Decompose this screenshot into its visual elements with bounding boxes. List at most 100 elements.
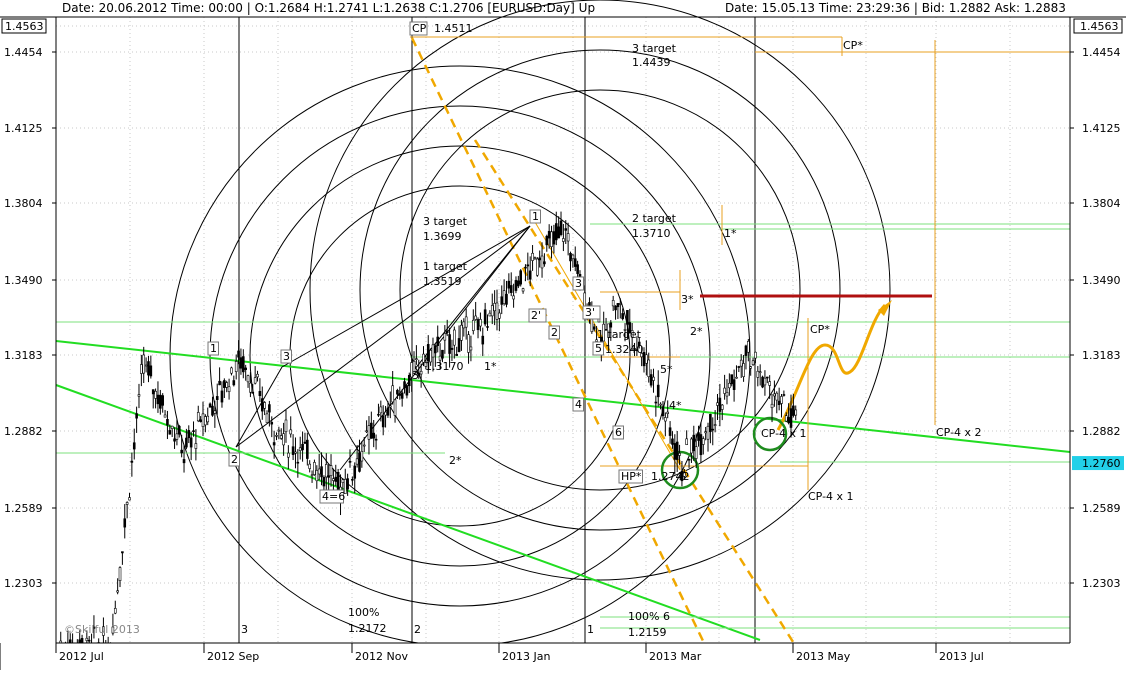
candle-body [604, 329, 608, 331]
candle-body [770, 403, 774, 409]
candle-body [315, 470, 319, 482]
candle-body [661, 406, 665, 417]
candle-body [320, 466, 323, 478]
candle-body [180, 449, 183, 454]
candle-body [192, 430, 195, 432]
candle-body [322, 476, 326, 487]
candle-body [434, 345, 437, 354]
candle-body [265, 413, 269, 423]
candle-body [239, 357, 243, 369]
candle-body [519, 270, 523, 285]
candle-body [467, 334, 470, 353]
candle-body [199, 419, 202, 423]
candle-body [296, 461, 300, 464]
candle-body [208, 403, 212, 408]
candle-body [135, 413, 138, 419]
y-tick-label: 1.3183 [4, 349, 43, 362]
swing-label-6: 6 [615, 426, 622, 439]
candle-body [166, 419, 169, 426]
candle-body [242, 356, 245, 373]
candle-body [168, 430, 172, 435]
candle-body [275, 435, 278, 437]
x-tick-label: 2013 Mar [649, 650, 702, 663]
star-label: 4* [669, 399, 682, 412]
candle-body [595, 339, 598, 342]
candle-body [673, 443, 677, 460]
candle-body [329, 465, 333, 476]
candle-body [343, 479, 347, 494]
candle-body [381, 415, 385, 428]
candle-body [476, 319, 480, 331]
candle-body [656, 384, 660, 398]
candle-body [732, 379, 736, 390]
candle-body [324, 464, 328, 478]
x-tick-label: 2012 Sep [207, 650, 259, 663]
candle-body [441, 349, 444, 359]
bid-label: Bid: [921, 1, 945, 15]
candle-body [268, 404, 271, 413]
candle-body [140, 364, 143, 374]
candle-body [118, 567, 122, 581]
vline-label: 2 [414, 623, 421, 636]
candle-body [372, 432, 376, 439]
axis-top-box [1073, 18, 1123, 34]
candle-body [773, 393, 776, 397]
label-box [528, 308, 547, 323]
candle-body [531, 252, 534, 261]
quote-date-label: Date: [725, 1, 758, 15]
candle-body [493, 303, 496, 312]
candle-body [128, 497, 131, 501]
candle-body [258, 391, 262, 396]
label-box [529, 209, 541, 224]
candle-body [602, 323, 605, 342]
candle-body [709, 413, 712, 433]
candle-body [189, 437, 193, 448]
candle-body [514, 280, 518, 291]
candle-body [545, 235, 549, 246]
candle-body [379, 406, 383, 414]
candle-body [102, 626, 105, 636]
target-value: 1.4439 [632, 56, 671, 69]
candle-body [668, 427, 672, 436]
candle-body [725, 392, 729, 397]
separator: | [913, 1, 918, 15]
candle-body [125, 502, 129, 505]
candle-body [455, 353, 458, 356]
candle-body [303, 441, 307, 444]
candle-body [289, 429, 293, 435]
candle-body [645, 354, 648, 364]
left-axis-bg [0, 17, 56, 643]
star-label: 1* [724, 227, 737, 240]
candle-body [462, 321, 466, 329]
target-value: 1.3170 [425, 360, 464, 373]
candle-body [481, 335, 485, 345]
candle-body [547, 230, 551, 239]
swing-label: 3 [412, 369, 419, 382]
swing-label-4-6: 4=6 [322, 490, 345, 503]
candle-body [123, 518, 127, 528]
label-box [280, 349, 292, 364]
y-tick-label: 1.2589 [4, 502, 43, 515]
candle-body [683, 472, 686, 477]
candle-body [417, 372, 421, 376]
candle-body [706, 425, 710, 440]
candle-body [649, 374, 653, 386]
candle-body [232, 380, 236, 386]
candle-body [756, 370, 760, 378]
label-box [548, 325, 560, 340]
candle-body [396, 389, 399, 395]
candle-body [490, 305, 494, 317]
candle-body [723, 387, 726, 394]
candle-body [260, 398, 264, 412]
label-box [572, 397, 584, 412]
candle-body [154, 390, 157, 399]
cp-label: CP-4 x 1 [761, 427, 807, 440]
quote-time-label: Time: [818, 1, 853, 15]
swing-label-3p: 3' [585, 306, 595, 319]
bid-value: 1.2882 [948, 1, 991, 15]
candle-body [175, 433, 179, 440]
candle-body [351, 478, 354, 481]
candle-body [768, 381, 771, 386]
